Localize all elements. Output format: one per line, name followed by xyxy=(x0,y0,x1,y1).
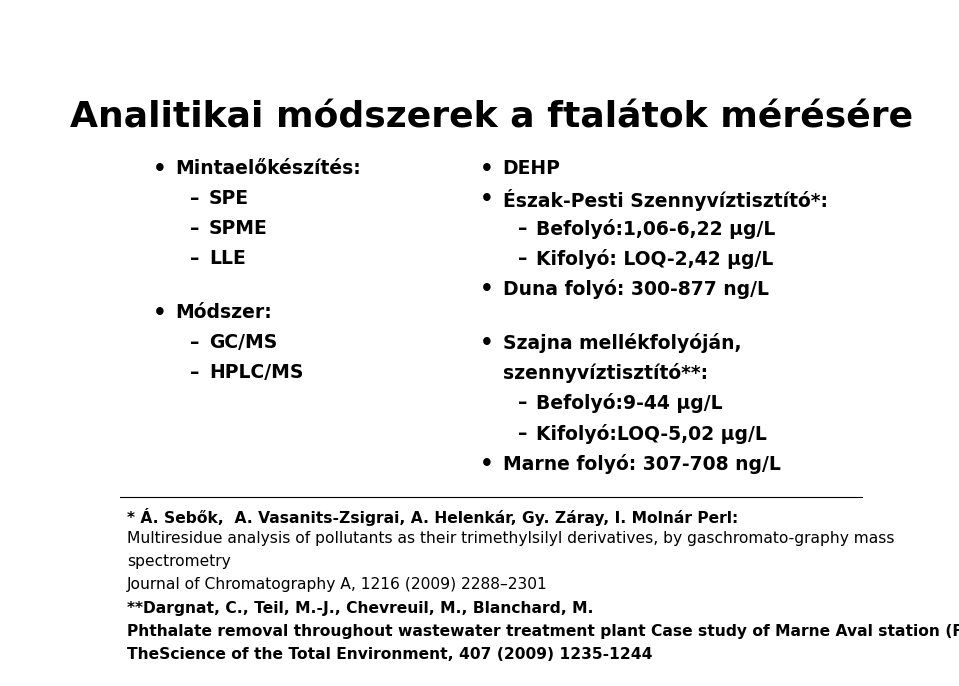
Text: Észak-Pesti Szennyvíztisztító*:: Észak-Pesti Szennyvíztisztító*: xyxy=(503,189,828,211)
Text: –: – xyxy=(191,333,199,352)
Text: HPLC/MS: HPLC/MS xyxy=(209,364,303,382)
Text: SPME: SPME xyxy=(209,219,268,238)
Text: DEHP: DEHP xyxy=(503,159,560,178)
Text: •: • xyxy=(153,159,167,179)
Text: Marne folyó: 307-708 ng/L: Marne folyó: 307-708 ng/L xyxy=(503,453,781,473)
Text: GC/MS: GC/MS xyxy=(209,333,277,352)
Text: **Dargnat, C., Teil, M.-J., Chevreuil, M., Blanchard, M.: **Dargnat, C., Teil, M.-J., Chevreuil, M… xyxy=(128,600,594,615)
Text: Kifolyó: LOQ-2,42 μg/L: Kifolyó: LOQ-2,42 μg/L xyxy=(536,249,774,269)
Text: Szajna mellékfolyóján,: Szajna mellékfolyóján, xyxy=(503,333,741,353)
Text: Befolyó:1,06-6,22 μg/L: Befolyó:1,06-6,22 μg/L xyxy=(536,219,776,239)
Text: Analitikai módszerek a ftalátok mérésére: Analitikai módszerek a ftalátok mérésére xyxy=(70,101,913,135)
Text: –: – xyxy=(191,189,199,208)
Text: –: – xyxy=(191,219,199,238)
Text: Befolyó:9-44 μg/L: Befolyó:9-44 μg/L xyxy=(536,394,723,414)
Text: spectrometry: spectrometry xyxy=(128,554,231,569)
Text: Kifolyó:LOQ-5,02 μg/L: Kifolyó:LOQ-5,02 μg/L xyxy=(536,423,767,444)
Text: Módszer:: Módszer: xyxy=(175,303,272,322)
Text: –: – xyxy=(518,394,526,412)
Text: * Á. Sebők,  A. Vasanits-Zsigrai, A. Helenkár, Gy. Záray, I. Molnár Perl:: * Á. Sebők, A. Vasanits-Zsigrai, A. Hele… xyxy=(128,508,738,525)
Text: •: • xyxy=(480,333,494,353)
Text: •: • xyxy=(480,189,494,209)
Text: –: – xyxy=(191,249,199,268)
Text: •: • xyxy=(480,159,494,179)
Text: –: – xyxy=(518,249,526,268)
Text: •: • xyxy=(480,453,494,473)
Text: •: • xyxy=(153,303,167,323)
Text: szennyvíztisztító**:: szennyvíztisztító**: xyxy=(503,364,708,383)
Text: Mintaelőkészítés:: Mintaelőkészítés: xyxy=(175,159,362,178)
Text: Multiresidue analysis of pollutants as their trimethylsilyl derivatives, by gasc: Multiresidue analysis of pollutants as t… xyxy=(128,531,895,546)
Text: •: • xyxy=(480,279,494,299)
Text: –: – xyxy=(191,364,199,382)
Text: LLE: LLE xyxy=(209,249,246,268)
Text: Duna folyó: 300-877 ng/L: Duna folyó: 300-877 ng/L xyxy=(503,279,768,299)
Text: SPE: SPE xyxy=(209,189,249,208)
Text: TheScience of the Total Environment, 407 (2009) 1235-1244: TheScience of the Total Environment, 407… xyxy=(128,647,653,662)
Text: –: – xyxy=(518,219,526,238)
Text: Journal of Chromatography A, 1216 (2009) 2288–2301: Journal of Chromatography A, 1216 (2009)… xyxy=(128,577,548,592)
Text: Phthalate removal throughout wastewater treatment plant Case study of Marne Aval: Phthalate removal throughout wastewater … xyxy=(128,624,959,639)
Text: –: – xyxy=(518,423,526,442)
